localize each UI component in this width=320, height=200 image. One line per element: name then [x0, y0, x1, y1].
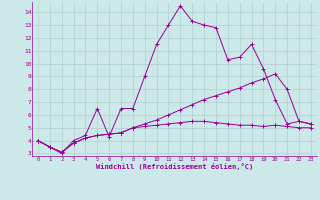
X-axis label: Windchill (Refroidissement éolien,°C): Windchill (Refroidissement éolien,°C) [96, 163, 253, 170]
